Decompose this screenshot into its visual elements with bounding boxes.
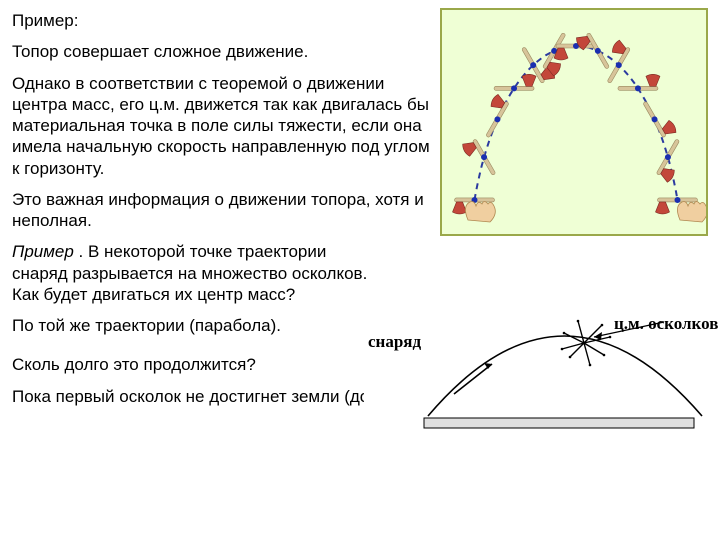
example-word: Пример <box>12 242 74 261</box>
figure-projectile-fragments: снаряд ц.м. осколков <box>364 298 720 438</box>
label-projectile: снаряд <box>368 332 421 352</box>
axe-trajectory-svg <box>442 10 706 234</box>
paragraph-1: Пример: <box>12 10 432 31</box>
page-root: Пример: Топор совершает сложное движение… <box>0 0 720 540</box>
paragraph-3: Однако в соответствии с теоремой о движе… <box>12 73 432 179</box>
label-cm-fragments: ц.м. осколков <box>614 314 718 334</box>
paragraph-4: Это важная информация о движении топора,… <box>12 189 432 232</box>
paragraph-2: Топор совершает сложное движение. <box>12 41 432 62</box>
paragraph-5: Пример . В некоторой точке траектории сн… <box>12 241 372 305</box>
figure-axe-trajectory <box>440 8 708 236</box>
paragraph-6: По той же траектории (парабола). <box>12 315 372 336</box>
